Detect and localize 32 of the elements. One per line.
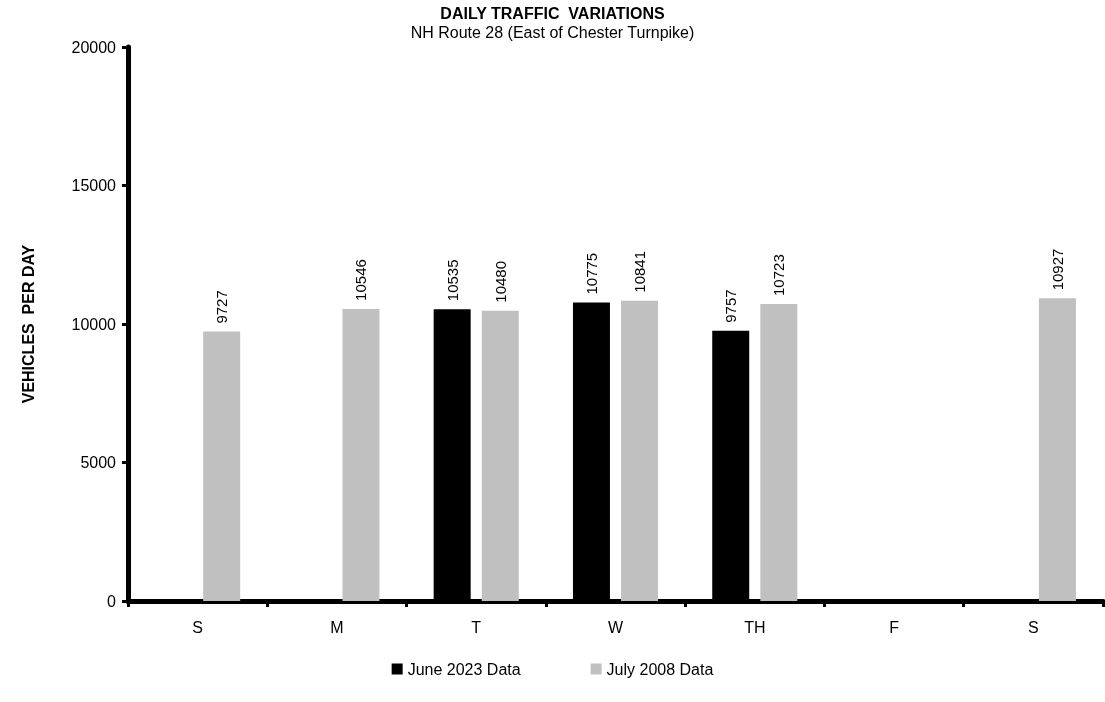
bar <box>621 300 659 601</box>
y-tick-label: 5000 <box>80 454 117 471</box>
y-axis-title: VEHICLES PER DAY <box>19 244 37 404</box>
legend-label: July 2008 Data <box>606 660 714 678</box>
x-tick-label: W <box>607 618 624 636</box>
data-label: 10927 <box>1048 248 1066 291</box>
data-label: 9757 <box>722 289 740 323</box>
y-tick-label: 15000 <box>71 177 117 194</box>
x-tick-label: F <box>889 618 900 636</box>
y-tick-label: 0 <box>107 592 117 610</box>
bar <box>481 310 519 601</box>
x-tick-label: T <box>471 618 482 636</box>
data-label: 10535 <box>443 259 461 302</box>
data-label: 10546 <box>352 259 370 301</box>
data-label: 9727 <box>213 290 231 324</box>
bar <box>203 331 241 601</box>
data-label: 10841 <box>631 250 649 293</box>
x-tick-label: TH <box>744 618 766 636</box>
data-label: 10480 <box>491 260 509 303</box>
x-tick-label: S <box>1028 618 1039 636</box>
y-tick-label: 10000 <box>71 315 117 333</box>
chart-title: DAILY TRAFFIC VARIATIONS <box>440 4 665 22</box>
bar <box>342 308 380 601</box>
bar <box>760 303 798 601</box>
x-tick-label: M <box>330 618 344 636</box>
y-tick-label: 20000 <box>71 38 117 56</box>
x-tick-label: S <box>192 618 203 636</box>
data-label: 10723 <box>770 254 788 296</box>
data-label: 10775 <box>582 252 600 295</box>
chart-subtitle: NH Route 28 (East of Chester Turnpike) <box>410 23 695 41</box>
bar <box>1038 298 1076 601</box>
legend-label: June 2023 Data <box>407 660 521 678</box>
